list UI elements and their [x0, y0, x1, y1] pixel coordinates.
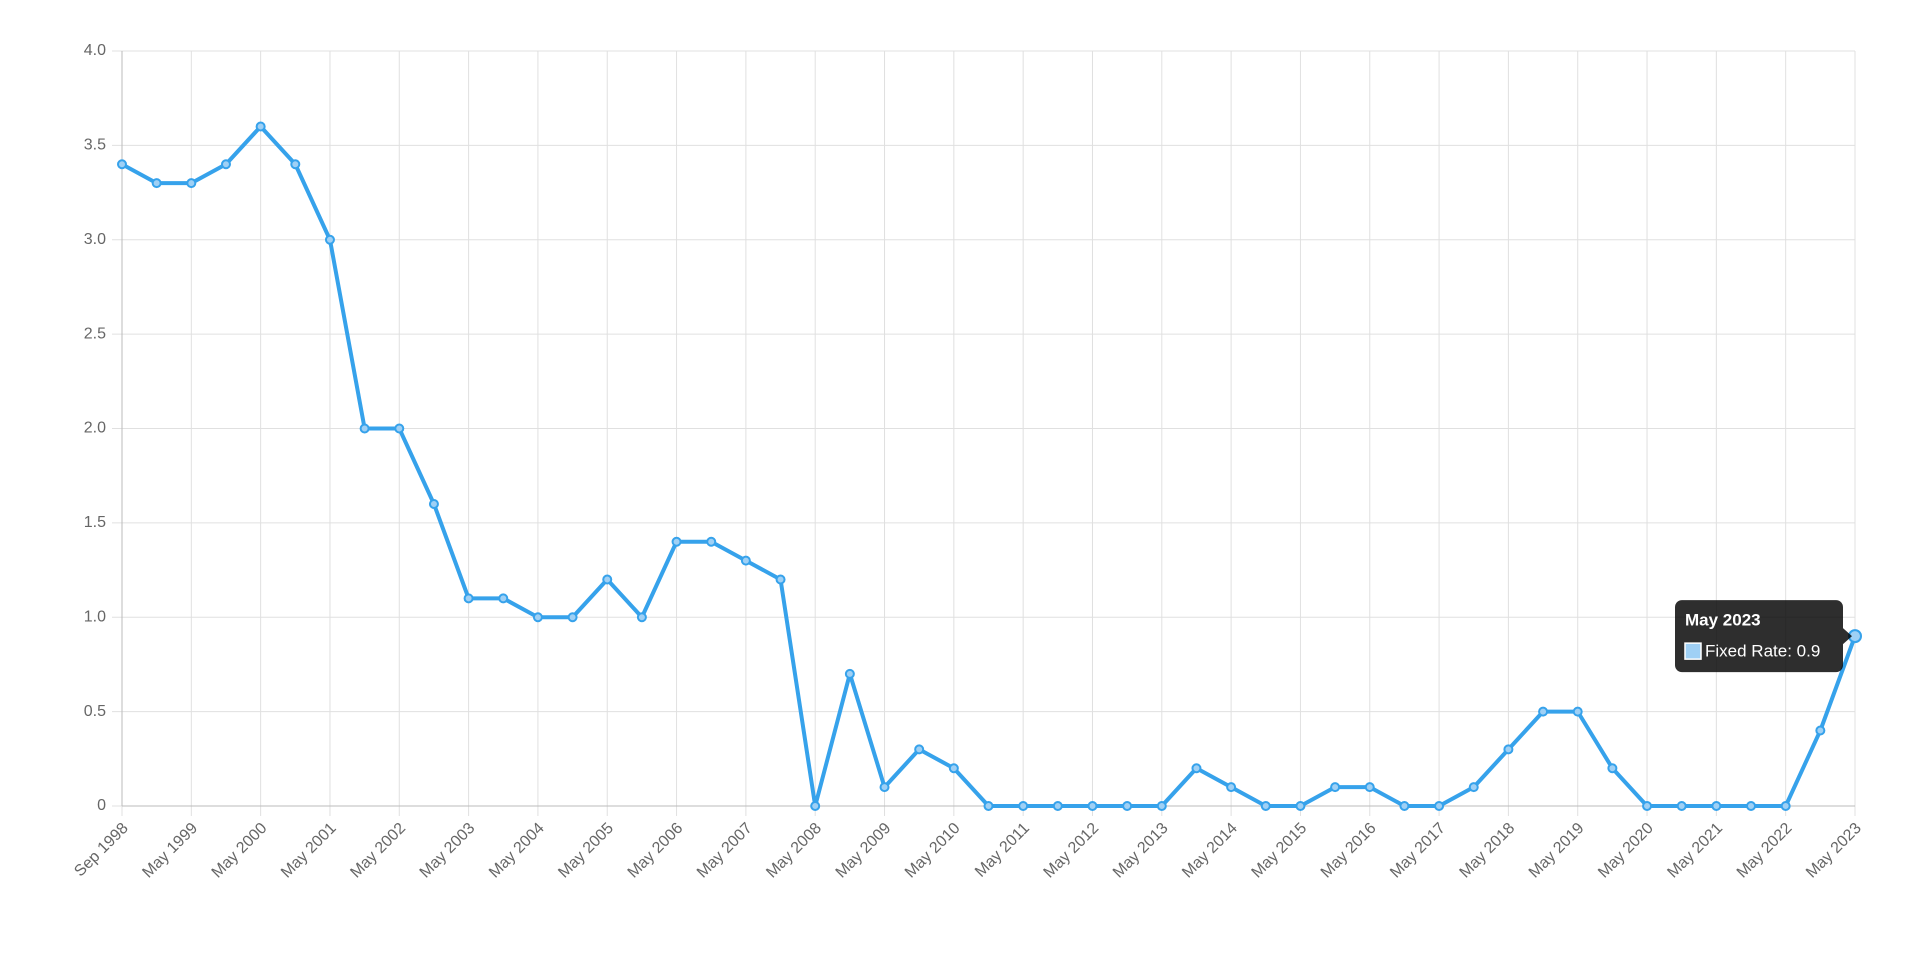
data-point [914, 744, 925, 755]
x-tick-label: May 2012 [1041, 820, 1103, 882]
tooltip-arrow [1843, 628, 1852, 645]
data-point [1399, 801, 1410, 811]
tooltip-box [1675, 600, 1843, 673]
x-tick-label: May 2001 [278, 820, 340, 882]
data-point [151, 178, 162, 189]
data-point [1676, 801, 1687, 811]
data-point [1434, 801, 1445, 811]
x-tick-label: May 2003 [417, 820, 479, 882]
data-point [1607, 763, 1618, 774]
x-tick-label: May 2022 [1734, 820, 1796, 882]
data-point [1503, 744, 1514, 755]
data-point [1018, 801, 1029, 811]
data-point [636, 612, 647, 623]
data-point [359, 423, 370, 434]
data-point [1815, 725, 1826, 736]
data-point [1780, 801, 1791, 811]
data-point [1122, 801, 1133, 811]
x-tick-label: May 1999 [139, 820, 201, 882]
data-point [1087, 801, 1098, 811]
data-point [602, 574, 613, 585]
x-tick-label: May 2007 [694, 820, 756, 882]
x-tick-label: May 2010 [902, 820, 964, 882]
data-point [983, 801, 994, 811]
data-point [1746, 801, 1757, 811]
data-point [1052, 801, 1063, 811]
data-point [1538, 706, 1549, 717]
x-tick-label: May 2021 [1664, 820, 1726, 882]
x-tick-label: May 2006 [625, 820, 687, 882]
tooltip-text: Fixed Rate: 0.9 [1705, 642, 1820, 661]
y-tick-label: 4.0 [84, 42, 106, 59]
x-tick-label: May 2018 [1457, 820, 1519, 882]
data-point [1156, 801, 1167, 811]
data-point [220, 159, 231, 170]
data-point [1642, 801, 1653, 811]
x-tick-label: May 2005 [555, 820, 617, 882]
data-point [1364, 782, 1375, 793]
data-point [1468, 782, 1479, 793]
y-tick-label: 0 [97, 797, 106, 814]
data-point [775, 574, 786, 585]
x-tick-label: Sep 1998 [71, 820, 132, 881]
tooltip: May 2023 Fixed Rate: 0.9 [1675, 600, 1852, 673]
data-line [121, 124, 1857, 808]
x-tick-label: May 2000 [209, 820, 271, 882]
x-tick-label: May 2013 [1110, 820, 1172, 882]
x-tick-label: May 2015 [1249, 820, 1311, 882]
data-point [428, 499, 439, 509]
data-point [1226, 782, 1237, 793]
data-point [706, 536, 717, 547]
x-tick-label: May 2009 [833, 820, 895, 882]
data-point [1191, 763, 1202, 774]
data-point [1330, 782, 1341, 793]
data-point [844, 668, 855, 679]
y-tick-label: 1.0 [84, 608, 106, 625]
tooltip-swatch [1684, 642, 1702, 660]
x-tick-label: May 2020 [1595, 820, 1657, 882]
data-point [394, 423, 405, 434]
data-point [1295, 801, 1306, 811]
data-point [740, 555, 751, 566]
x-tick-label: May 2011 [972, 820, 1033, 881]
data-point [290, 159, 301, 170]
data-point [879, 782, 890, 793]
data-point [1711, 801, 1722, 811]
x-tick-label: May 2017 [1387, 820, 1449, 882]
y-tick-label: 3.0 [84, 231, 106, 248]
data-point [1260, 801, 1271, 811]
y-tick-label: 0.5 [84, 703, 106, 720]
data-point [255, 121, 266, 132]
x-tick-label: May 2008 [763, 820, 825, 882]
data-point [463, 593, 474, 604]
y-tick-label: 1.5 [84, 514, 106, 531]
data-point [1572, 706, 1583, 717]
tooltip-title: May 2023 [1685, 611, 1761, 630]
x-tick-label: May 2002 [347, 820, 409, 882]
y-tick-label: 3.5 [84, 137, 106, 154]
data-point [117, 159, 127, 170]
data-point [810, 801, 821, 811]
data-point [324, 234, 335, 245]
y-tick-label: 2.0 [84, 420, 106, 437]
data-point [671, 536, 682, 547]
data-point [186, 178, 197, 189]
y-tick-label: 2.5 [84, 325, 106, 342]
data-point [498, 593, 509, 604]
data-point [567, 612, 578, 623]
x-tick-label: May 2023 [1803, 820, 1865, 882]
x-tick-label: May 2019 [1526, 820, 1588, 882]
x-tick-label: May 2004 [486, 820, 548, 882]
data-point [948, 763, 959, 774]
x-tick-label: May 2016 [1318, 820, 1380, 882]
data-point [532, 612, 543, 623]
x-tick-label: May 2014 [1179, 820, 1241, 882]
